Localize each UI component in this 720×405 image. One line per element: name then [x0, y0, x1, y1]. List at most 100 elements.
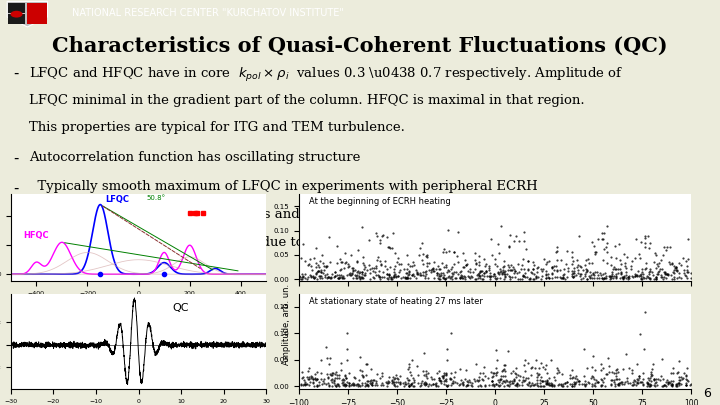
Point	[601, 249, 613, 255]
Point	[348, 381, 359, 388]
Point	[610, 271, 621, 277]
Point	[431, 380, 442, 386]
Point	[504, 263, 516, 270]
Point	[364, 275, 375, 282]
Point	[546, 264, 558, 270]
Point	[548, 382, 559, 388]
Point	[460, 262, 472, 268]
Point	[297, 273, 309, 279]
Point	[659, 244, 670, 250]
Point	[392, 255, 403, 262]
Point	[400, 275, 411, 281]
Point	[356, 275, 368, 281]
Point	[642, 379, 654, 386]
Point	[358, 254, 369, 260]
Point	[537, 266, 549, 272]
Point	[488, 271, 500, 277]
Point	[621, 378, 632, 384]
Point	[643, 271, 654, 277]
Point	[484, 266, 495, 273]
Point	[449, 249, 460, 255]
Point	[568, 264, 580, 271]
Point	[487, 381, 499, 387]
Point	[490, 381, 501, 388]
Point	[660, 271, 671, 277]
Point	[449, 378, 461, 385]
Point	[586, 239, 598, 245]
Point	[343, 263, 355, 269]
Point	[634, 375, 645, 381]
Point	[640, 275, 652, 281]
Point	[372, 272, 384, 279]
Point	[318, 380, 330, 387]
Point	[552, 268, 563, 274]
Point	[469, 276, 481, 282]
Point	[673, 380, 685, 386]
Point	[299, 381, 310, 388]
Point	[418, 372, 430, 379]
Point	[629, 255, 640, 261]
Point	[366, 273, 378, 280]
Point	[557, 371, 568, 377]
Point	[663, 259, 675, 265]
Point	[319, 272, 330, 278]
Point	[446, 276, 457, 282]
Point	[451, 379, 463, 386]
Point	[561, 248, 572, 254]
Point	[569, 268, 580, 274]
Point	[419, 273, 431, 279]
Point	[490, 261, 501, 267]
Point	[444, 247, 455, 254]
Point	[338, 380, 350, 387]
Point	[371, 371, 382, 377]
Point	[678, 370, 690, 376]
Point	[557, 275, 568, 282]
Point	[606, 271, 617, 278]
Point	[332, 275, 343, 281]
Point	[462, 273, 474, 279]
Point	[648, 259, 660, 265]
Point	[341, 356, 353, 363]
Point	[650, 275, 662, 282]
Point	[305, 273, 316, 279]
Point	[391, 383, 402, 389]
Point	[511, 383, 523, 389]
Point	[372, 257, 383, 264]
Point	[493, 270, 505, 277]
Point	[639, 235, 650, 241]
Point	[494, 381, 505, 388]
Point	[584, 273, 595, 279]
Point	[533, 371, 544, 377]
Point	[439, 275, 451, 282]
Point	[390, 271, 401, 277]
Point	[382, 244, 393, 251]
Point	[518, 229, 530, 236]
Point	[369, 269, 381, 275]
Point	[500, 268, 511, 274]
Point	[562, 379, 573, 385]
Point	[323, 233, 335, 240]
Point	[410, 275, 422, 281]
Point	[662, 271, 674, 278]
Point	[436, 377, 447, 384]
Point	[373, 268, 384, 274]
Point	[658, 269, 670, 276]
Point	[556, 275, 567, 281]
Point	[357, 373, 369, 379]
Point	[320, 274, 331, 280]
Point	[644, 268, 655, 274]
Point	[482, 375, 493, 382]
Point	[418, 251, 429, 257]
Point	[522, 360, 534, 367]
Point	[350, 382, 361, 388]
Point	[641, 264, 652, 271]
Point	[618, 273, 629, 279]
Point	[324, 259, 336, 265]
Point	[513, 269, 525, 275]
Point	[440, 261, 451, 268]
Point	[351, 258, 363, 264]
Point	[303, 382, 315, 388]
Point	[531, 265, 543, 271]
Point	[541, 261, 552, 267]
Point	[521, 381, 533, 388]
